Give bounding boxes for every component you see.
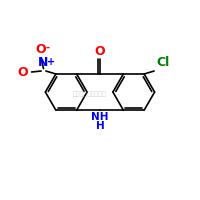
Text: H: H xyxy=(96,121,104,131)
Text: O: O xyxy=(95,45,105,58)
Text: O: O xyxy=(18,66,28,79)
Text: +: + xyxy=(47,57,55,67)
Text: Cl: Cl xyxy=(156,56,169,69)
Text: N: N xyxy=(38,56,49,69)
Text: 市南港恒顺贸易有限: 市南港恒顺贸易有限 xyxy=(73,91,107,97)
Text: O: O xyxy=(35,43,46,56)
Text: -: - xyxy=(45,43,49,53)
Text: NH: NH xyxy=(91,112,109,122)
